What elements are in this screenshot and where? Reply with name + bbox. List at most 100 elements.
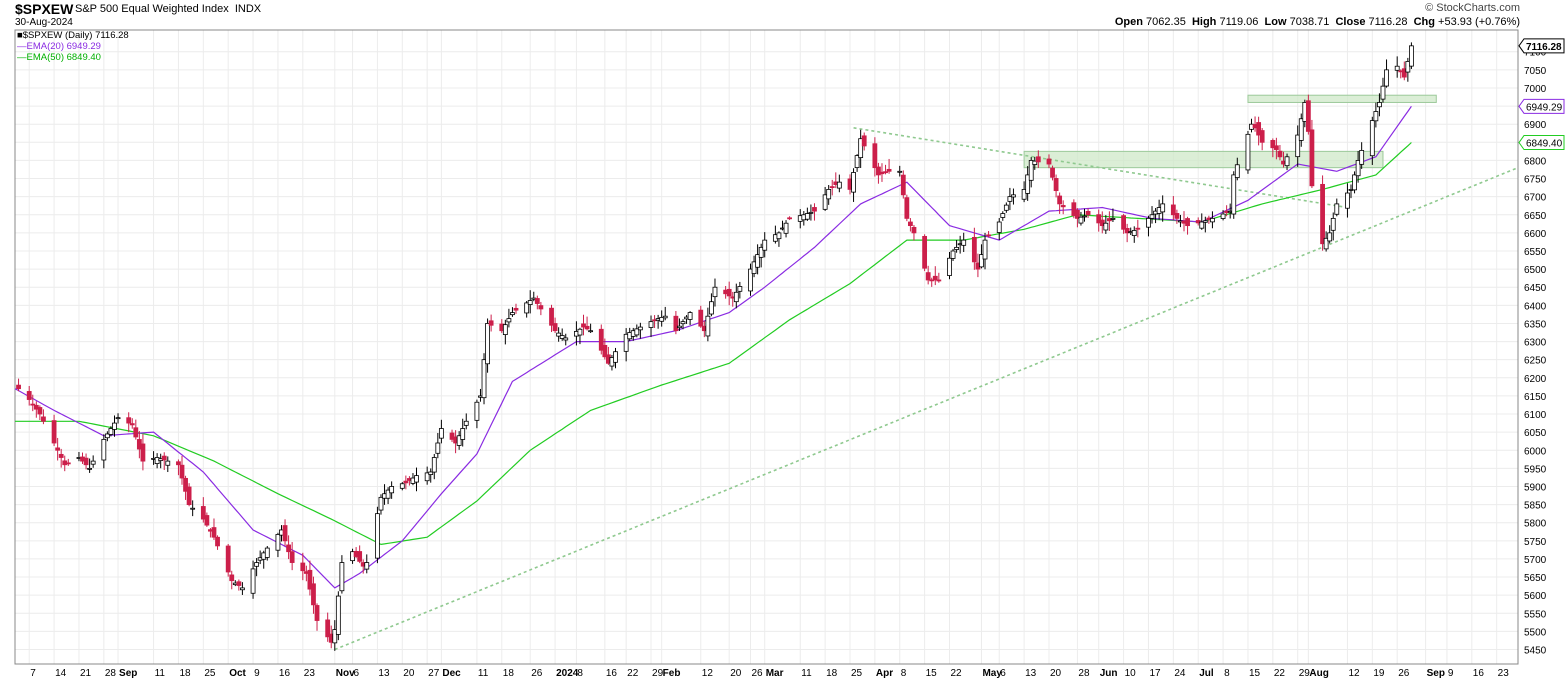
candle-body [563, 337, 569, 341]
candle-body [1270, 140, 1276, 149]
candle-body [229, 574, 235, 582]
y-tick-label: 6050 [1524, 428, 1547, 439]
y-tick-label: 6300 [1524, 338, 1547, 349]
candle-body [300, 562, 306, 572]
x-tick-label: 19 [1373, 668, 1385, 679]
candle-body [456, 435, 462, 446]
candle-body [705, 315, 711, 337]
candle-body [1352, 174, 1357, 191]
candle-body [751, 261, 757, 274]
x-tick-label: 2024 [556, 668, 579, 679]
candle-body [808, 211, 814, 214]
candle-body [101, 438, 107, 461]
x-tick-label: 6 [1000, 668, 1006, 679]
candle-body [822, 194, 828, 210]
candle-body [900, 174, 906, 196]
candle-body [932, 275, 938, 281]
candle-body [314, 605, 320, 621]
x-tick-label: 22 [627, 668, 639, 679]
high-label: High [1191, 16, 1217, 28]
candle-body [58, 453, 64, 458]
candle-body [460, 428, 466, 440]
candle-body [186, 486, 192, 505]
candle-body [165, 460, 171, 466]
x-tick-label: Aug [1309, 668, 1328, 679]
candle-body [463, 420, 469, 426]
x-tick-label: 23 [304, 668, 316, 679]
candle-body [577, 328, 583, 336]
x-tick-label: 9 [254, 668, 260, 679]
candle-body [1210, 217, 1215, 223]
ema50-line [15, 142, 1412, 546]
candle-body [936, 279, 942, 282]
legend-price: ■$SPXEW (Daily) 7116.28 [17, 30, 129, 41]
open-value: 7062.35 [1146, 16, 1186, 28]
candle-body [399, 483, 405, 489]
candle-body [16, 384, 21, 390]
candle-body [90, 460, 96, 465]
candle-body [1149, 214, 1155, 219]
candle-body [1409, 45, 1414, 67]
y-tick-label: 7000 [1524, 84, 1547, 95]
candle-body [30, 403, 36, 406]
candle-body [1103, 222, 1109, 231]
candle-body [971, 236, 977, 263]
candles [16, 42, 1414, 651]
legend-ema20-text: EMA(20) 6949.29 [26, 41, 101, 52]
candle-body [51, 420, 57, 444]
y-tick-label: 6450 [1524, 283, 1547, 294]
x-tick-label: Feb [663, 668, 681, 679]
y-tick-label: 6700 [1524, 193, 1547, 204]
x-tick-label: 20 [730, 668, 742, 679]
candle-body [1327, 232, 1333, 242]
candle-body [1330, 217, 1336, 231]
x-tick-label: 18 [179, 668, 191, 679]
candle-body [1298, 118, 1304, 141]
candle-body [581, 323, 586, 328]
close-value: 7116.28 [1368, 16, 1408, 28]
candle-body [240, 587, 245, 591]
index-fullname: S&P 500 Equal Weighted Index [75, 3, 229, 15]
candle-body [680, 321, 686, 325]
candle-body [1323, 237, 1329, 250]
x-tick-label: Jun [1100, 668, 1118, 679]
candle-body [1007, 196, 1013, 202]
x-tick-label: 6 [354, 668, 360, 679]
x-tick-label: Apr [876, 668, 893, 679]
candle-body [1273, 145, 1279, 150]
candle-body [1185, 218, 1190, 227]
candle-body [826, 189, 832, 200]
candle-body [883, 171, 888, 174]
candle-body [527, 300, 533, 305]
candle-body [129, 423, 135, 426]
x-tick-label: 25 [851, 668, 863, 679]
candle-body [200, 506, 206, 520]
price-badge-label: 6849.40 [1526, 139, 1563, 150]
close-label: Close [1335, 16, 1366, 28]
candle-body [506, 318, 512, 323]
x-tick-label: 12 [702, 668, 714, 679]
price-badge-label: 6949.29 [1526, 102, 1563, 113]
candle-body [1369, 120, 1375, 157]
candle-body [1277, 150, 1283, 158]
candle-body [1174, 213, 1180, 219]
exchange-label: INDX [234, 3, 262, 15]
low-label: Low [1264, 16, 1287, 28]
candle-body [552, 323, 558, 332]
candle-body [83, 457, 89, 466]
legend-price-text: $SPXEW (Daily) 7116.28 [22, 30, 129, 41]
candle-body [126, 417, 132, 424]
candle-body [1075, 209, 1080, 219]
candle-body [481, 359, 487, 399]
x-tick-label: Sep [1427, 668, 1445, 679]
candle-body [41, 416, 46, 422]
candle-body [115, 417, 121, 420]
candle-body [108, 428, 114, 435]
candle-body [1121, 215, 1126, 230]
candle-body [634, 328, 640, 336]
candle-body [378, 496, 384, 511]
candle-body [886, 168, 892, 172]
trendline [853, 127, 1348, 209]
price-badge [1518, 98, 1565, 114]
x-tick-label: 29 [652, 668, 664, 679]
